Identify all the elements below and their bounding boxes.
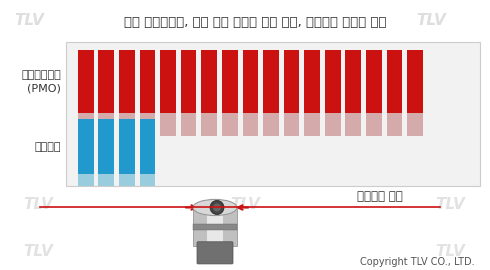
- Bar: [160, 113, 176, 136]
- Bar: [78, 119, 94, 174]
- Text: 같은 플로트에서, 최고 사용 압력과 배출 능력, 오리피스 지름의 관계: 같은 플로트에서, 최고 사용 압력과 배출 능력, 오리피스 지름의 관계: [123, 16, 386, 29]
- Text: TLV: TLV: [343, 144, 372, 159]
- Bar: [201, 50, 217, 113]
- Bar: [140, 119, 155, 174]
- Bar: [181, 50, 196, 113]
- Text: Copyright TLV CO., LTD.: Copyright TLV CO., LTD.: [360, 257, 475, 267]
- Bar: [284, 113, 299, 136]
- Text: TLV: TLV: [172, 88, 201, 103]
- Bar: [98, 113, 114, 136]
- Bar: [140, 174, 155, 186]
- Bar: [222, 113, 238, 136]
- Text: 최고사용압력
(PMO): 최고사용압력 (PMO): [22, 70, 61, 94]
- Text: TLV: TLV: [230, 197, 260, 212]
- Bar: [263, 113, 279, 136]
- Bar: [119, 50, 135, 113]
- Bar: [387, 113, 402, 136]
- Text: TLV: TLV: [435, 244, 465, 259]
- Text: TLV: TLV: [15, 13, 44, 28]
- Bar: [201, 113, 217, 136]
- FancyBboxPatch shape: [193, 224, 237, 230]
- Bar: [304, 113, 320, 136]
- Text: TLV: TLV: [435, 197, 465, 212]
- Bar: [98, 119, 114, 174]
- Bar: [325, 113, 341, 136]
- Bar: [181, 113, 196, 136]
- Bar: [366, 113, 382, 136]
- FancyBboxPatch shape: [207, 207, 223, 246]
- Bar: [160, 50, 176, 113]
- Circle shape: [210, 200, 224, 215]
- FancyBboxPatch shape: [197, 242, 233, 264]
- Bar: [243, 50, 258, 113]
- Text: TLV: TLV: [416, 13, 446, 28]
- Bar: [119, 174, 135, 186]
- Text: TLV: TLV: [23, 197, 53, 212]
- Bar: [325, 50, 341, 113]
- Bar: [366, 50, 382, 113]
- Bar: [98, 50, 114, 113]
- Bar: [304, 50, 320, 113]
- Bar: [345, 50, 361, 113]
- Text: TLV: TLV: [23, 244, 53, 259]
- Bar: [98, 174, 114, 186]
- Bar: [284, 50, 299, 113]
- Bar: [243, 113, 258, 136]
- Text: TLV: TLV: [172, 144, 201, 159]
- Bar: [222, 50, 238, 113]
- Text: 오리피스 지름: 오리피스 지름: [357, 190, 403, 203]
- Bar: [140, 113, 155, 136]
- Bar: [78, 113, 94, 136]
- Ellipse shape: [193, 200, 237, 215]
- Bar: [78, 174, 94, 186]
- Bar: [140, 50, 155, 113]
- Bar: [387, 50, 402, 113]
- Bar: [263, 50, 279, 113]
- FancyBboxPatch shape: [193, 207, 237, 246]
- Bar: [407, 50, 423, 113]
- FancyBboxPatch shape: [66, 42, 480, 186]
- Text: 배출능력: 배출능력: [35, 142, 61, 152]
- Bar: [119, 119, 135, 174]
- Bar: [345, 113, 361, 136]
- Bar: [119, 113, 135, 136]
- Circle shape: [213, 203, 221, 211]
- Bar: [407, 113, 423, 136]
- Bar: [78, 50, 94, 113]
- Text: TLV: TLV: [343, 88, 372, 103]
